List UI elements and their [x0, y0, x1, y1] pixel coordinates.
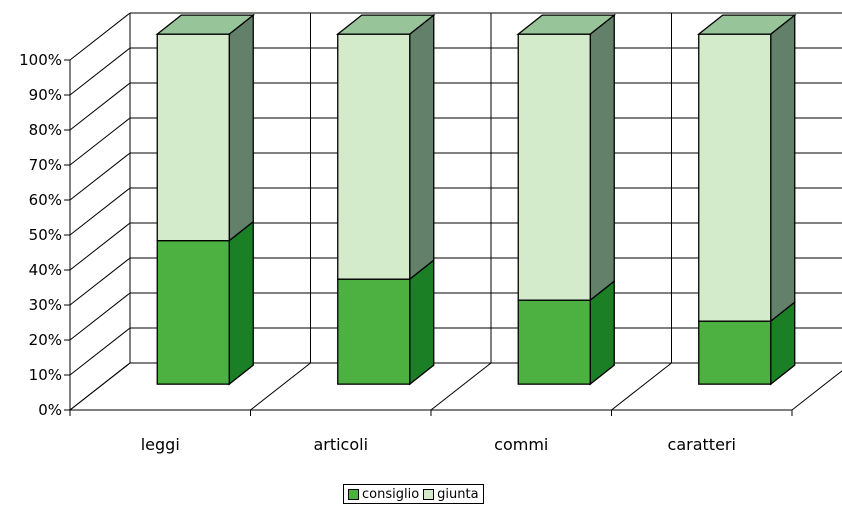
- bar-giunta-caratteri: [698, 33, 772, 322]
- floor-divider: [611, 362, 672, 411]
- y-tick-label: 100%: [19, 51, 62, 69]
- gridline-side: [69, 117, 131, 166]
- y-tick-label: 30%: [29, 296, 62, 314]
- y-tick-label: 10%: [29, 366, 62, 384]
- chart-floor: [69, 362, 842, 416]
- floor-divider: [69, 362, 131, 411]
- x-label-caratteri: caratteri: [668, 435, 736, 454]
- bar-giunta-caratteri-top: [696, 14, 797, 35]
- bar-giunta-commi: [517, 33, 591, 301]
- y-tick-label: 0%: [38, 401, 62, 419]
- gridline-side: [69, 12, 131, 61]
- x-label-commi: commi: [494, 435, 548, 454]
- y-tick-label: 90%: [29, 86, 62, 104]
- bar-consiglio-caratteri: [698, 320, 772, 385]
- legend-label-consiglio: consiglio: [362, 486, 420, 502]
- gridline-side: [69, 257, 131, 306]
- legend-item-giunta: giunta: [423, 486, 479, 502]
- bar-giunta-commi-side: [589, 13, 615, 302]
- gridline-side: [69, 82, 131, 131]
- legend-item-consiglio: consiglio: [348, 487, 419, 502]
- bar-giunta-articoli: [337, 33, 411, 280]
- gridline-side: [69, 187, 131, 236]
- gridline-side: [69, 152, 131, 201]
- y-tick-label: 80%: [29, 121, 62, 139]
- floor-divider: [430, 362, 492, 411]
- bar-giunta-commi-top: [516, 14, 617, 35]
- y-tick-label: 40%: [29, 261, 62, 279]
- y-tick-label: 50%: [29, 226, 62, 244]
- bar-consiglio-articoli-side: [409, 258, 435, 386]
- bars: [155, 13, 797, 386]
- floor-divider: [250, 362, 311, 411]
- bar-consiglio-commi: [517, 299, 591, 385]
- legend-swatch-consiglio: [348, 488, 359, 500]
- legend-label-giunta: giunta: [437, 486, 479, 502]
- y-axis-ticks: 0% 10% 20% 30% 40% 50% 60% 70% 80% 90% 100%: [19, 51, 71, 419]
- bar-giunta-articoli-side: [409, 13, 435, 281]
- y-tick-label: 60%: [29, 191, 62, 209]
- bar-consiglio-leggi: [156, 239, 230, 385]
- bar-consiglio-articoli: [337, 278, 411, 385]
- gridline-side: [69, 222, 131, 271]
- gridline-side: [69, 47, 131, 96]
- bar-consiglio-leggi-side: [228, 220, 254, 386]
- bar-giunta-articoli-top: [335, 14, 436, 35]
- x-label-articoli: articoli: [313, 435, 368, 454]
- floor-divider: [791, 370, 842, 411]
- x-label-leggi: leggi: [141, 435, 180, 454]
- legend-swatch-giunta: [423, 488, 435, 500]
- y-tick-label: 70%: [29, 156, 62, 174]
- bar-giunta-caratteri-side: [770, 13, 796, 323]
- x-axis-labels: leggi articoli commi caratteri: [141, 435, 736, 454]
- bar-giunta-leggi: [156, 33, 230, 242]
- y-tick-label: 20%: [29, 331, 62, 349]
- legend: consiglio giunta: [343, 484, 484, 504]
- bar-giunta-leggi-top: [155, 14, 256, 35]
- gridline-side: [69, 327, 131, 376]
- bar-giunta-leggi-side: [228, 13, 254, 242]
- gridline-side: [69, 292, 131, 341]
